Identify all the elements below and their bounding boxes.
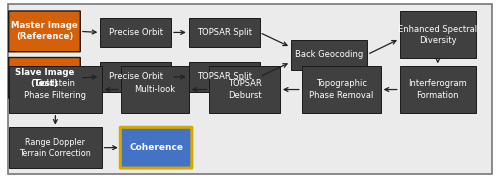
FancyBboxPatch shape	[400, 66, 476, 113]
Text: Back Geocoding: Back Geocoding	[295, 50, 363, 59]
Text: Topographic
Phase Removal: Topographic Phase Removal	[309, 80, 374, 100]
FancyBboxPatch shape	[9, 127, 102, 168]
Text: Interferogram
Formation: Interferogram Formation	[408, 80, 467, 100]
FancyBboxPatch shape	[290, 40, 367, 70]
Text: TOPSAR Split: TOPSAR Split	[196, 28, 252, 37]
Text: Multi-look: Multi-look	[134, 85, 175, 94]
FancyBboxPatch shape	[8, 57, 81, 98]
FancyBboxPatch shape	[8, 11, 81, 52]
FancyBboxPatch shape	[100, 62, 171, 92]
Text: Master Image
(Reference): Master Image (Reference)	[11, 21, 78, 41]
FancyBboxPatch shape	[188, 62, 260, 92]
Text: TOPSAR Split: TOPSAR Split	[196, 72, 252, 81]
Text: Precise Orbit: Precise Orbit	[108, 28, 162, 37]
Text: Goldstein
Phase Filtering: Goldstein Phase Filtering	[24, 80, 86, 100]
FancyBboxPatch shape	[120, 66, 189, 113]
FancyBboxPatch shape	[120, 127, 192, 168]
Text: Precise Orbit: Precise Orbit	[108, 72, 162, 81]
FancyBboxPatch shape	[188, 17, 260, 47]
Text: Coherence: Coherence	[129, 143, 183, 152]
FancyBboxPatch shape	[302, 66, 381, 113]
Text: TOPSAR
Deburst: TOPSAR Deburst	[228, 80, 262, 100]
FancyBboxPatch shape	[209, 66, 280, 113]
Text: Slave Image
(Test): Slave Image (Test)	[15, 68, 74, 88]
FancyBboxPatch shape	[9, 66, 102, 113]
FancyBboxPatch shape	[400, 11, 476, 58]
Text: Enhanced Spectral
Diversity: Enhanced Spectral Diversity	[398, 25, 477, 45]
FancyBboxPatch shape	[100, 17, 171, 47]
Text: Range Doppler
Terrain Correction: Range Doppler Terrain Correction	[20, 138, 91, 158]
